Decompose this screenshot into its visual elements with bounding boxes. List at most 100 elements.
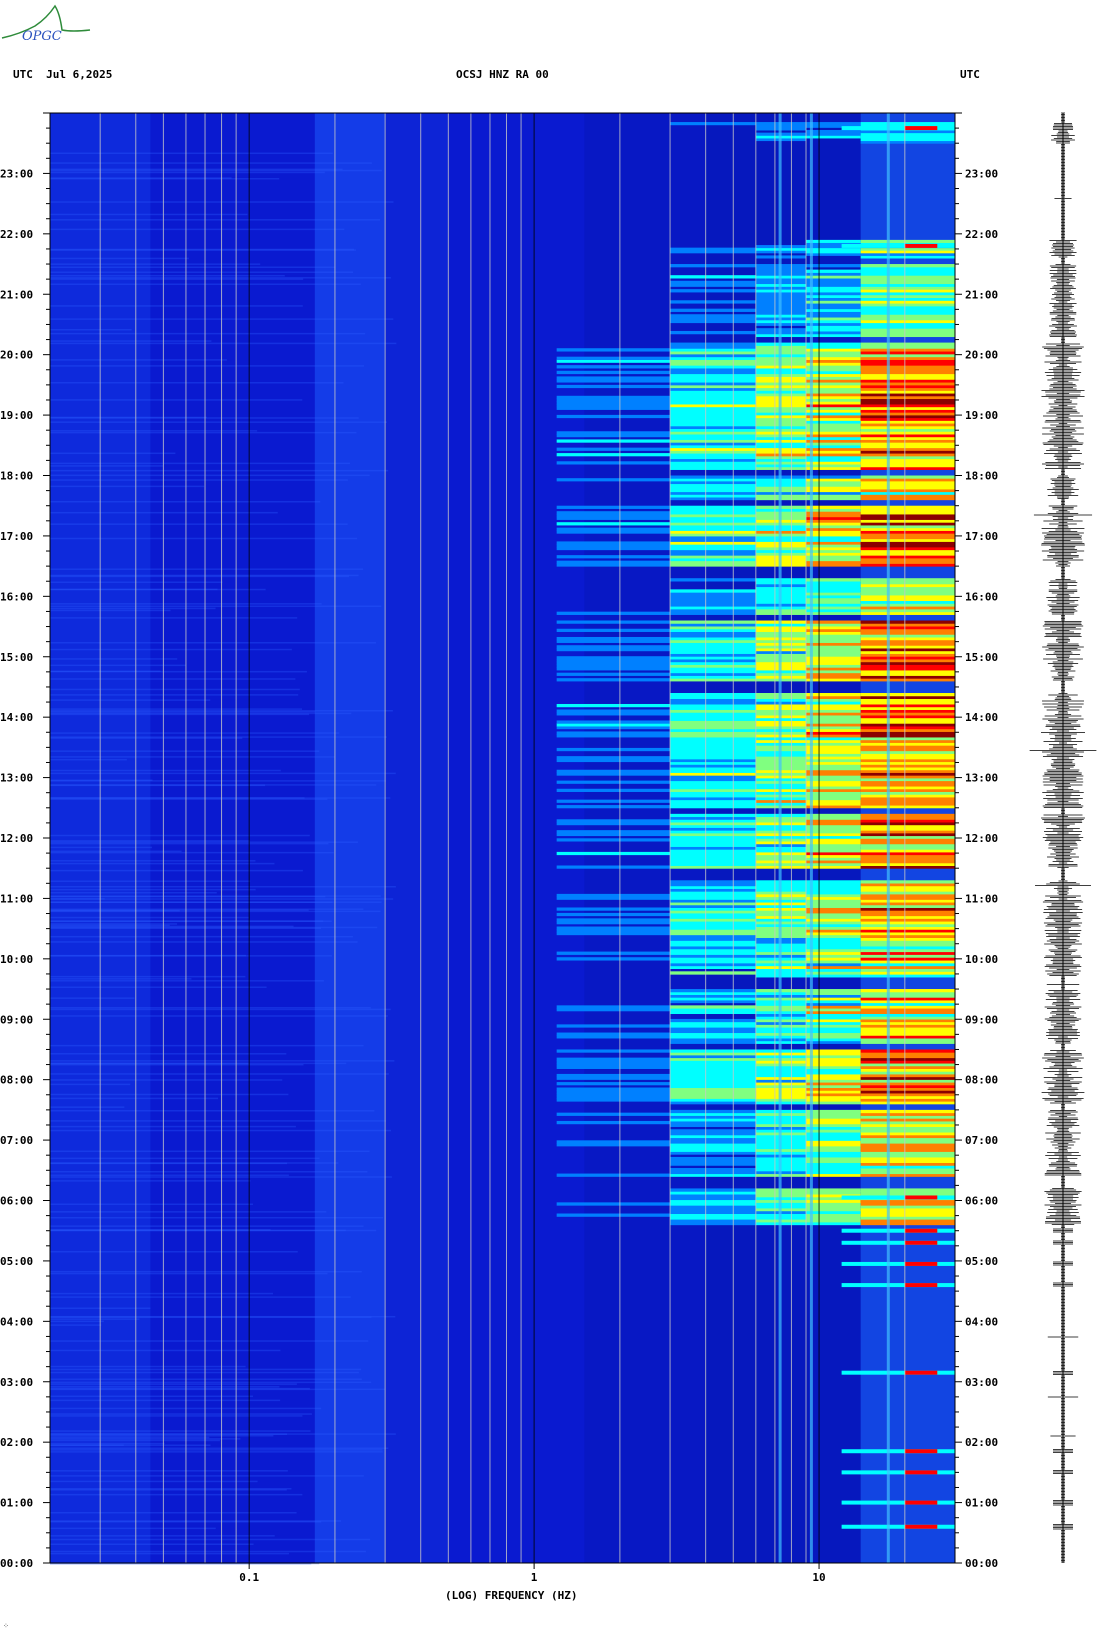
- activity-cell: [806, 382, 861, 386]
- activity-cell: [806, 401, 861, 405]
- activity-cell: [806, 387, 861, 391]
- activity-cell: [806, 974, 861, 978]
- activity-cell: [670, 902, 756, 906]
- activity-cell: [860, 1002, 955, 1006]
- activity-cell: [806, 1002, 861, 1006]
- activity-cell: [670, 883, 756, 887]
- activity-cell: [806, 1027, 861, 1031]
- activity-cell: [806, 794, 861, 798]
- noise-stripe: [50, 169, 382, 172]
- activity-cell: [860, 703, 955, 708]
- activity-cell: [806, 703, 861, 708]
- activity-cell: [860, 880, 955, 884]
- activity-cell: [806, 854, 861, 858]
- activity-cell: [806, 367, 861, 372]
- activity-cell: [860, 436, 955, 440]
- activity-cell: [670, 753, 756, 757]
- activity-cell: [556, 830, 671, 834]
- activity-cell: [806, 560, 861, 564]
- activity-cell: [670, 300, 756, 304]
- activity-cell: [670, 519, 756, 523]
- activity-cell: [806, 658, 861, 663]
- activity-cell: [806, 132, 861, 136]
- event-core: [904, 1240, 938, 1245]
- noise-stripe: [50, 941, 358, 943]
- activity-cell: [670, 403, 756, 408]
- activity-cell: [806, 135, 861, 139]
- activity-cell: [806, 433, 861, 438]
- activity-cell: [860, 370, 955, 375]
- activity-cell: [860, 367, 955, 372]
- activity-cell: [670, 1196, 756, 1201]
- activity-cell: [670, 552, 756, 556]
- noise-stripe: [50, 1125, 296, 1128]
- activity-cell: [556, 403, 671, 408]
- noise-stripe: [50, 177, 232, 179]
- activity-cell: [556, 1098, 671, 1102]
- y-tick-label-right: 11:00: [965, 892, 998, 905]
- noise-stripe: [50, 797, 391, 799]
- noise-stripe: [50, 1562, 320, 1565]
- event-cell: [841, 1524, 955, 1529]
- activity-cell: [806, 851, 861, 856]
- activity-cell: [860, 885, 955, 889]
- activity-cell: [670, 650, 756, 654]
- event-cell: [841, 1195, 955, 1200]
- activity-cell: [556, 851, 671, 856]
- activity-cell: [556, 1143, 671, 1147]
- activity-cell: [860, 780, 955, 784]
- activity-cell: [670, 1090, 756, 1094]
- activity-cell: [556, 819, 671, 823]
- y-tick-label-left: 03:00: [0, 1376, 33, 1389]
- noise-stripe: [50, 228, 345, 231]
- activity-cell: [670, 926, 756, 930]
- activity-cell: [806, 239, 861, 243]
- activity-cell: [806, 1090, 861, 1094]
- activity-cell: [556, 511, 671, 515]
- activity-cell: [806, 461, 861, 465]
- activity-cell: [806, 997, 861, 1001]
- activity-cell: [806, 519, 861, 523]
- activity-cell: [670, 805, 756, 809]
- activity-cell: [806, 491, 861, 495]
- activity-cell: [670, 838, 756, 842]
- noise-stripe: [50, 171, 325, 174]
- activity-cell: [556, 522, 671, 526]
- activity-cell: [860, 560, 955, 564]
- activity-cell: [670, 824, 756, 828]
- activity-cell: [806, 291, 861, 296]
- activity-cell: [860, 1013, 955, 1017]
- activity-cell: [670, 962, 756, 967]
- activity-cell: [806, 541, 861, 545]
- noise-stripe: [50, 1527, 216, 1530]
- activity-cell: [806, 594, 861, 599]
- activity-cell: [670, 736, 756, 741]
- activity-cell: [860, 535, 955, 540]
- noise-stripe: [50, 1433, 288, 1435]
- noise-stripe: [50, 332, 366, 335]
- activity-cell: [806, 1035, 861, 1039]
- activity-cell: [860, 783, 955, 787]
- activity-cell: [860, 1123, 955, 1127]
- activity-cell: [806, 777, 861, 782]
- activity-cell: [860, 625, 955, 630]
- activity-cell: [670, 1207, 756, 1212]
- activity-cell: [670, 395, 756, 400]
- activity-cell: [806, 1165, 861, 1169]
- activity-cell: [860, 286, 955, 290]
- activity-cell: [670, 1134, 756, 1139]
- activity-cell: [860, 943, 955, 947]
- activity-cell: [806, 753, 861, 757]
- activity-cell: [670, 945, 756, 950]
- activity-cell: [670, 423, 756, 427]
- activity-cell: [806, 728, 861, 732]
- activity-cell: [670, 723, 756, 727]
- activity-cell: [860, 1010, 955, 1015]
- activity-cell: [806, 921, 861, 925]
- activity-cell: [860, 991, 955, 995]
- activity-cell: [806, 667, 861, 671]
- activity-cell: [860, 533, 955, 537]
- activity-cell: [670, 709, 756, 713]
- activity-cell: [670, 1029, 756, 1034]
- activity-cell: [670, 750, 756, 754]
